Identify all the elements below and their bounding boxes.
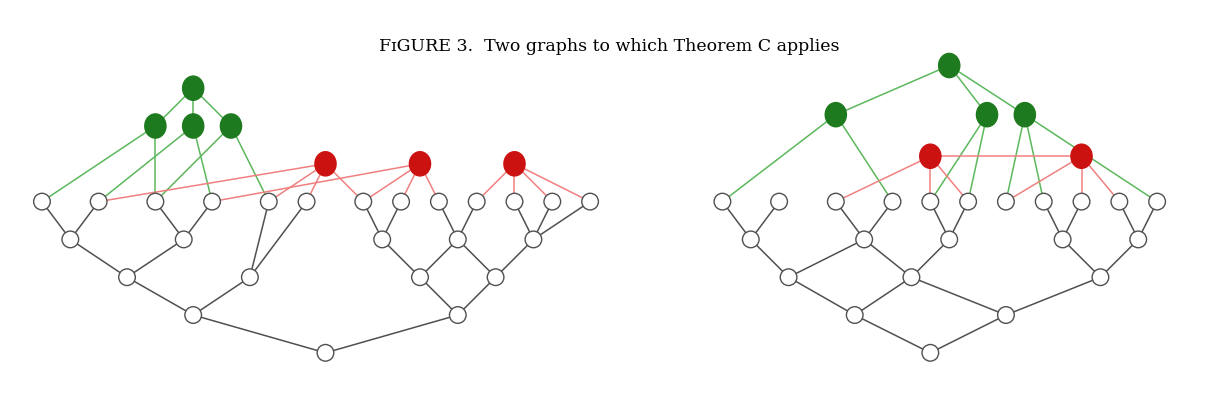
Ellipse shape <box>315 152 336 176</box>
Circle shape <box>1130 231 1146 248</box>
Circle shape <box>392 193 409 210</box>
Ellipse shape <box>183 114 203 138</box>
Circle shape <box>175 231 192 248</box>
Circle shape <box>771 193 787 210</box>
Circle shape <box>1149 193 1166 210</box>
Circle shape <box>960 193 977 210</box>
Circle shape <box>354 193 371 210</box>
Circle shape <box>847 307 864 323</box>
Circle shape <box>827 193 844 210</box>
Circle shape <box>903 269 920 286</box>
Circle shape <box>374 231 391 248</box>
Circle shape <box>431 193 447 210</box>
Circle shape <box>922 193 939 210</box>
Ellipse shape <box>183 76 203 100</box>
Circle shape <box>884 193 901 210</box>
Circle shape <box>487 269 504 286</box>
Circle shape <box>449 231 466 248</box>
Circle shape <box>998 307 1015 323</box>
Circle shape <box>922 344 939 361</box>
Ellipse shape <box>220 114 241 138</box>
Circle shape <box>998 193 1015 210</box>
Circle shape <box>469 193 485 210</box>
Ellipse shape <box>409 152 431 176</box>
Circle shape <box>298 193 315 210</box>
Circle shape <box>940 231 957 248</box>
Ellipse shape <box>939 53 960 78</box>
Circle shape <box>507 193 523 210</box>
Ellipse shape <box>145 114 166 138</box>
Ellipse shape <box>977 103 998 127</box>
Circle shape <box>412 269 429 286</box>
Circle shape <box>62 231 79 248</box>
Circle shape <box>147 193 163 210</box>
Circle shape <box>1035 193 1052 210</box>
Circle shape <box>449 307 466 323</box>
Circle shape <box>544 193 560 210</box>
Circle shape <box>90 193 107 210</box>
Ellipse shape <box>1015 103 1035 127</box>
Circle shape <box>714 193 731 210</box>
Circle shape <box>317 344 334 361</box>
Circle shape <box>261 193 278 210</box>
Text: FɪGURE 3.  Two graphs to which Theorem C applies: FɪGURE 3. Two graphs to which Theorem C … <box>379 38 839 55</box>
Circle shape <box>185 307 201 323</box>
Circle shape <box>781 269 797 286</box>
Ellipse shape <box>1071 144 1093 168</box>
Circle shape <box>582 193 598 210</box>
Circle shape <box>525 231 542 248</box>
Circle shape <box>1111 193 1128 210</box>
Circle shape <box>118 269 135 286</box>
Ellipse shape <box>826 103 847 127</box>
Circle shape <box>1093 269 1108 286</box>
Circle shape <box>743 231 759 248</box>
Circle shape <box>241 269 258 286</box>
Ellipse shape <box>504 152 525 176</box>
Circle shape <box>34 193 50 210</box>
Circle shape <box>856 231 872 248</box>
Ellipse shape <box>920 144 940 168</box>
Circle shape <box>1073 193 1090 210</box>
Circle shape <box>203 193 220 210</box>
Circle shape <box>1055 231 1071 248</box>
